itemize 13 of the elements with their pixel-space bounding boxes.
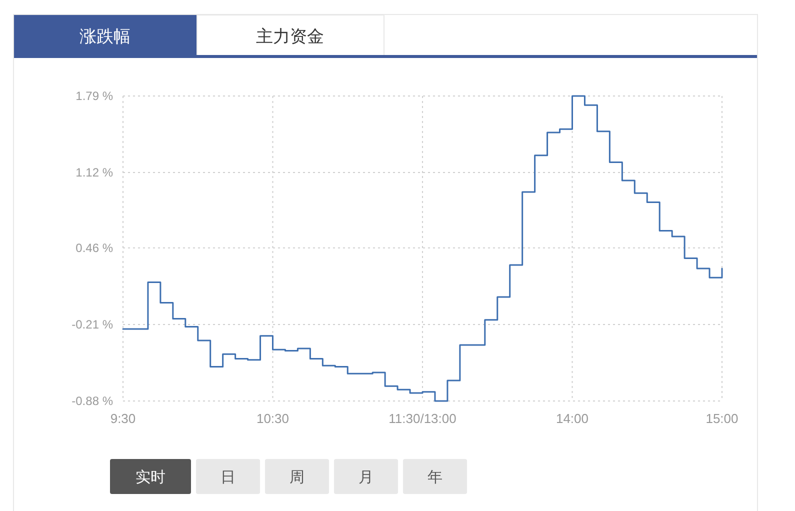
x-tick-label: 14:00 bbox=[556, 411, 589, 426]
x-tick-label: 10:30 bbox=[256, 411, 290, 426]
y-tick-label: 0.46 % bbox=[76, 240, 114, 255]
x-tick-label: 9:30 bbox=[110, 411, 136, 426]
y-tick-label: 1.12 % bbox=[76, 166, 114, 180]
x-tick-label: 11:30/13:00 bbox=[388, 411, 456, 426]
y-tick-label: -0.88 % bbox=[72, 394, 114, 408]
y-tick-label: -0.21 % bbox=[72, 317, 114, 332]
tabs: 涨跌幅 主力资金 bbox=[14, 14, 757, 58]
buttons: 实时 日 周 月 年 bbox=[110, 459, 467, 494]
chart-title: 涨跌幅 bbox=[80, 27, 130, 46]
y-tick-label: 1.79 % bbox=[76, 89, 114, 103]
x-tick-label: 15:00 bbox=[706, 411, 738, 426]
